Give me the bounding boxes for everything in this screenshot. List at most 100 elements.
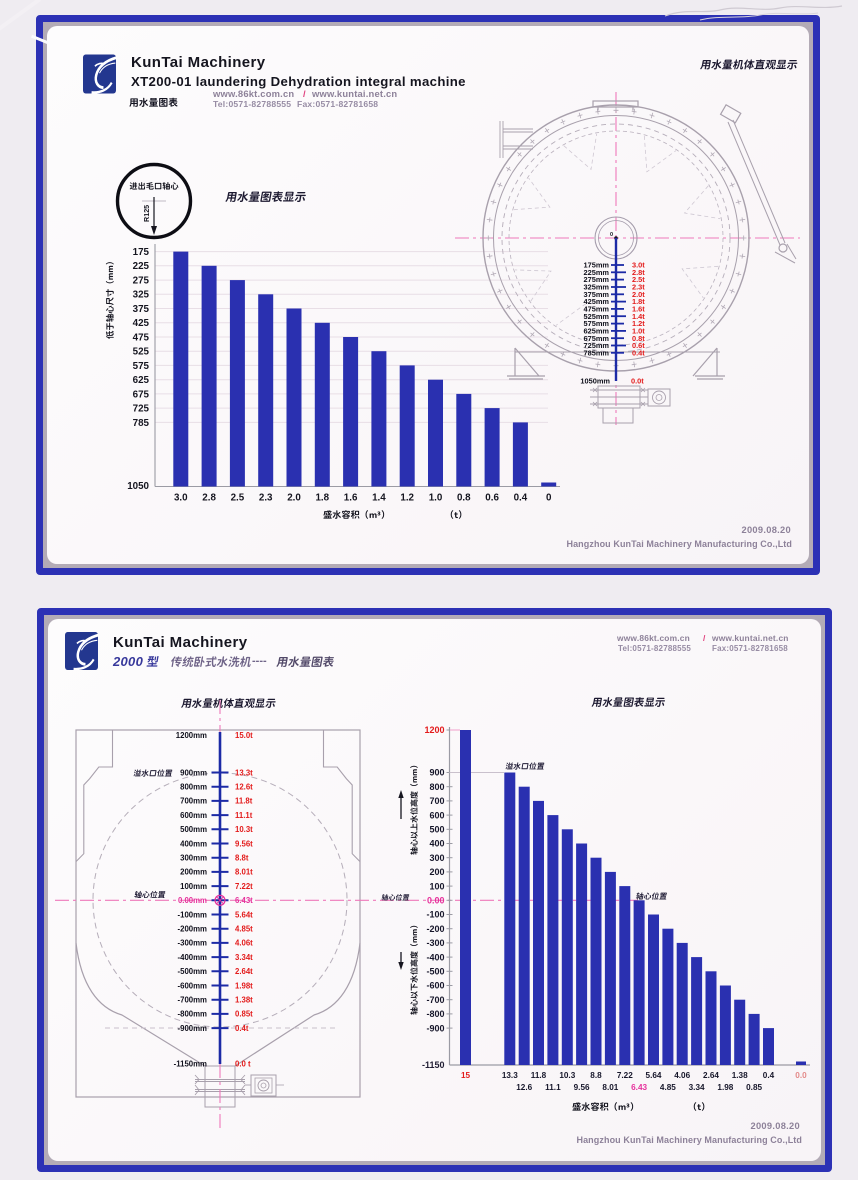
svg-text:0.00mm: 0.00mm xyxy=(178,896,207,905)
svg-text:0.4: 0.4 xyxy=(514,493,528,504)
svg-text:2.5: 2.5 xyxy=(231,493,245,504)
svg-text:2009.08.20: 2009.08.20 xyxy=(750,1121,800,1131)
svg-text:0.8t: 0.8t xyxy=(632,334,645,343)
svg-text:3.34: 3.34 xyxy=(689,1083,705,1092)
svg-text:-900: -900 xyxy=(426,1023,444,1033)
svg-text:8.8t: 8.8t xyxy=(235,854,249,863)
svg-text:0.0: 0.0 xyxy=(795,1071,807,1080)
svg-text:5.64t: 5.64t xyxy=(235,910,253,919)
svg-text:0.4: 0.4 xyxy=(763,1071,775,1080)
svg-text:2.5t: 2.5t xyxy=(632,275,645,284)
svg-text:325mm: 325mm xyxy=(584,283,610,292)
svg-text:785mm: 785mm xyxy=(584,348,610,357)
svg-text:www.kuntai.net.cn: www.kuntai.net.cn xyxy=(311,88,397,99)
svg-text:-200mm: -200mm xyxy=(178,925,208,934)
svg-text:575: 575 xyxy=(133,361,150,372)
svg-text:0.4t: 0.4t xyxy=(235,1024,249,1033)
svg-text:-700mm: -700mm xyxy=(178,996,208,1005)
svg-text:12.6t: 12.6t xyxy=(235,783,253,792)
svg-text:-900mm: -900mm xyxy=(178,1024,208,1033)
svg-text:0.4t: 0.4t xyxy=(632,348,645,357)
svg-text:800mm: 800mm xyxy=(180,783,207,792)
svg-text:3.34t: 3.34t xyxy=(235,953,253,962)
svg-text:200mm: 200mm xyxy=(180,868,207,877)
svg-text:525: 525 xyxy=(133,347,150,358)
svg-text:Tel:0571-82788555: Tel:0571-82788555 xyxy=(213,99,291,109)
svg-text:4.06t: 4.06t xyxy=(235,939,253,948)
svg-text:1200: 1200 xyxy=(424,725,444,735)
svg-text:600: 600 xyxy=(429,810,444,820)
svg-text:0: 0 xyxy=(610,232,613,238)
svg-text:7.22t: 7.22t xyxy=(235,882,253,891)
svg-text:----: ---- xyxy=(252,655,267,667)
svg-text:0.00: 0.00 xyxy=(427,896,445,906)
svg-text:9.56: 9.56 xyxy=(574,1083,590,1092)
svg-text:0.85: 0.85 xyxy=(746,1083,762,1092)
svg-text:625: 625 xyxy=(133,375,150,386)
svg-text:1.2t: 1.2t xyxy=(632,319,645,328)
svg-text:1.98t: 1.98t xyxy=(235,981,253,990)
svg-text:R125: R125 xyxy=(142,205,151,222)
svg-text:Hangzhou KunTai Machinery Man: Hangzhou KunTai Machinery Manufacturing … xyxy=(566,539,792,549)
svg-text:4.85t: 4.85t xyxy=(235,925,253,934)
svg-text:275mm: 275mm xyxy=(584,275,610,284)
svg-text:1.0t: 1.0t xyxy=(632,327,645,336)
svg-text:725mm: 725mm xyxy=(584,341,610,350)
svg-text:0.85t: 0.85t xyxy=(235,1010,253,1019)
svg-text:200: 200 xyxy=(429,867,444,877)
svg-text:900mm: 900mm xyxy=(180,768,207,777)
svg-text:KunTai Machinery: KunTai Machinery xyxy=(113,634,248,651)
svg-text:500: 500 xyxy=(429,825,444,835)
svg-text:13.3t: 13.3t xyxy=(235,768,253,777)
svg-text:0: 0 xyxy=(546,493,552,504)
svg-text:175: 175 xyxy=(133,247,150,258)
svg-text:-100mm: -100mm xyxy=(178,910,208,919)
svg-text:525mm: 525mm xyxy=(584,312,610,321)
svg-text:4.06: 4.06 xyxy=(674,1071,690,1080)
svg-text:1.4t: 1.4t xyxy=(632,312,645,321)
svg-text:675mm: 675mm xyxy=(584,334,610,343)
svg-text:/: / xyxy=(303,88,306,99)
svg-text:100mm: 100mm xyxy=(180,882,207,891)
svg-text:-500: -500 xyxy=(426,967,444,977)
svg-text:1050mm: 1050mm xyxy=(580,376,610,385)
svg-text:725: 725 xyxy=(133,404,150,415)
svg-text:275: 275 xyxy=(133,276,150,287)
svg-text:www.86kt.com.cn: www.86kt.com.cn xyxy=(616,633,690,643)
svg-text:1.8: 1.8 xyxy=(315,493,329,504)
svg-text:425: 425 xyxy=(133,318,150,329)
svg-text:Hangzhou KunTai Machinery Man: Hangzhou KunTai Machinery Manufacturing … xyxy=(576,1135,802,1145)
svg-text:-800: -800 xyxy=(426,1009,444,1019)
svg-text:625mm: 625mm xyxy=(584,327,610,336)
svg-text:0.0t: 0.0t xyxy=(631,376,644,385)
svg-text:300mm: 300mm xyxy=(180,854,207,863)
svg-text:13.3: 13.3 xyxy=(502,1071,518,1080)
svg-text:1.6t: 1.6t xyxy=(632,305,645,314)
svg-text:XT200-01 laundering Dehydrati: XT200-01 laundering Dehydration integral… xyxy=(131,74,466,89)
svg-text:-400: -400 xyxy=(426,952,444,962)
svg-text:11.1t: 11.1t xyxy=(235,811,253,820)
svg-text:2009.08.20: 2009.08.20 xyxy=(741,525,791,535)
svg-text:0.6: 0.6 xyxy=(485,493,499,504)
svg-text:0.0 t: 0.0 t xyxy=(235,1059,251,1068)
svg-text:2.3: 2.3 xyxy=(259,493,273,504)
svg-text:www.kuntai.net.cn: www.kuntai.net.cn xyxy=(711,633,789,643)
svg-text:375mm: 375mm xyxy=(584,290,610,299)
svg-text:1200mm: 1200mm xyxy=(176,731,207,740)
svg-text:Fax:0571-82781658: Fax:0571-82781658 xyxy=(712,644,788,653)
svg-text:325: 325 xyxy=(133,290,150,301)
svg-text:0.8: 0.8 xyxy=(457,493,471,504)
svg-text:15: 15 xyxy=(461,1071,471,1080)
svg-text:475: 475 xyxy=(133,332,150,343)
svg-text:8.01: 8.01 xyxy=(602,1083,618,1092)
svg-text:-300mm: -300mm xyxy=(178,939,208,948)
svg-text:375: 375 xyxy=(133,304,150,315)
svg-text:1.98: 1.98 xyxy=(717,1083,733,1092)
svg-text:-1150mm: -1150mm xyxy=(174,1059,207,1068)
svg-text:11.8t: 11.8t xyxy=(235,797,253,806)
svg-text:-200: -200 xyxy=(426,924,444,934)
svg-text:8.01t: 8.01t xyxy=(235,868,253,877)
svg-text:675: 675 xyxy=(133,389,150,400)
svg-text:1.2: 1.2 xyxy=(400,493,414,504)
svg-text:11.1: 11.1 xyxy=(545,1083,561,1092)
